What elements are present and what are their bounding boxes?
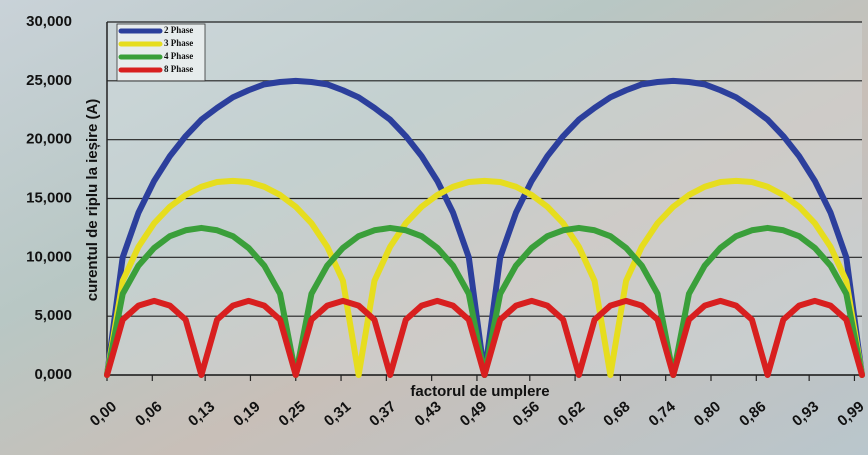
legend-label: 2 Phase (164, 25, 193, 35)
y-tick-label: 25,000 (26, 72, 72, 89)
legend-label: 4 Phase (164, 51, 193, 61)
y-axis-label: curentul de riplu la ieșire (A) (84, 99, 101, 302)
y-tick-label: 30,000 (26, 13, 72, 30)
y-tick-label: 10,000 (26, 248, 72, 265)
y-tick-label: 5,000 (34, 307, 72, 324)
y-tick-label: 0,000 (34, 366, 72, 383)
y-tick-label: 15,000 (26, 189, 72, 206)
series-line (104, 297, 865, 378)
legend: 2 Phase 3 Phase 4 Phase 8 Phase (116, 23, 206, 82)
legend-label: 3 Phase (164, 38, 193, 48)
series-line (104, 177, 865, 378)
legend-label: 8 Phase (164, 64, 193, 74)
x-axis-label: factorul de umplere (410, 383, 549, 400)
y-tick-label: 20,000 (26, 131, 72, 148)
